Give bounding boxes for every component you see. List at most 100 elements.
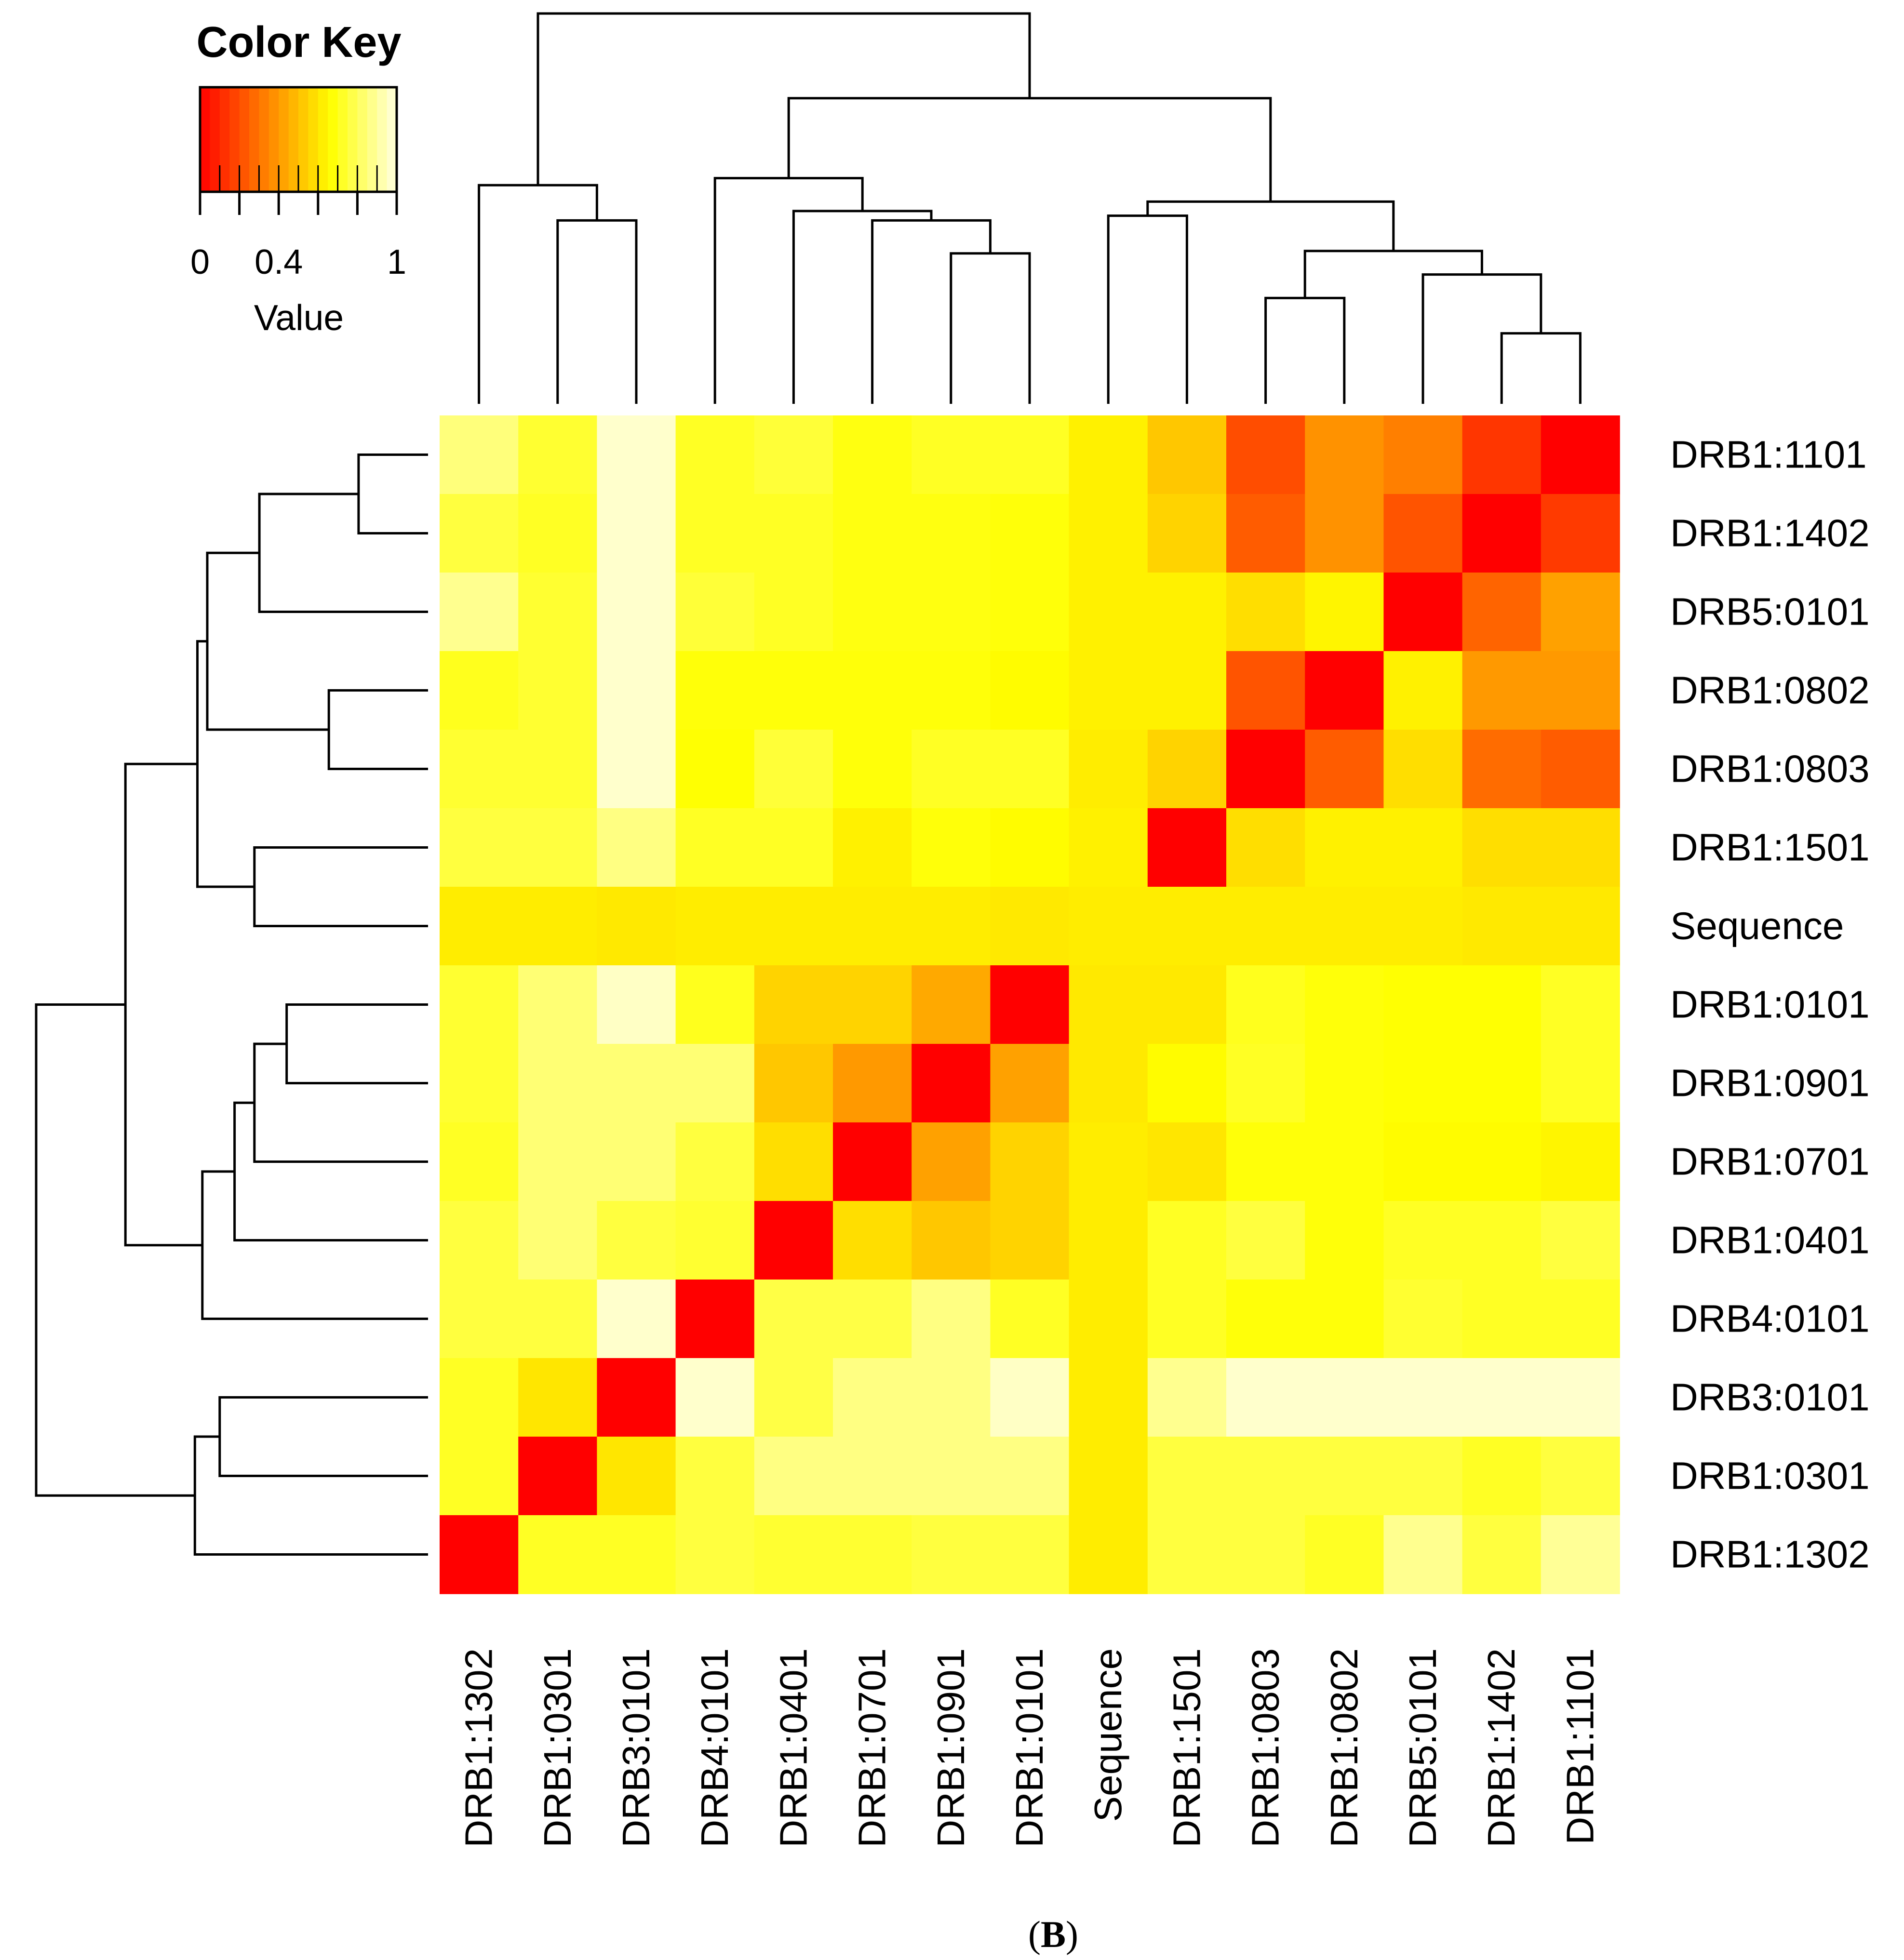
heatmap-cell-r10-c8	[1069, 1201, 1148, 1280]
heatmap-cell-r2-c6	[912, 573, 991, 652]
row-label: Sequence	[1670, 905, 1844, 947]
heatmap-cell-r2-c2	[597, 573, 676, 652]
heatmap-cell-r3-c7	[990, 651, 1070, 730]
heatmap-cell-r3-c1	[518, 651, 598, 730]
color-key-band	[268, 87, 279, 192]
heatmap-cell-r3-c11	[1305, 651, 1384, 730]
heatmap-cell-r10-c6	[912, 1201, 991, 1280]
heatmap-cell-r2-c4	[754, 573, 833, 652]
heatmap-cell-r13-c9	[1147, 1437, 1227, 1516]
heatmap-cell-r3-c14	[1541, 651, 1620, 730]
heatmap-cell-r10-c5	[833, 1201, 912, 1280]
heatmap-cell-r14-c8	[1069, 1515, 1148, 1594]
heatmap-cell-r14-c4	[754, 1515, 833, 1594]
column-label: DRB1:1101	[1558, 1648, 1601, 1845]
column-label: DRB3:0101	[615, 1648, 657, 1848]
heatmap-cell-r11-c10	[1226, 1280, 1305, 1359]
heatmap-cell-r11-c5	[833, 1280, 912, 1359]
column-dendrogram-link	[787, 97, 1272, 202]
heatmap-cell-r6-c0	[440, 887, 519, 966]
color-key-band	[288, 87, 299, 192]
color-key: Color Key 0 0.4 1 Value	[190, 18, 406, 338]
color-key-band	[200, 87, 210, 192]
heatmap-cell-r11-c9	[1147, 1280, 1227, 1359]
heatmap-cell-r7-c0	[440, 965, 519, 1044]
heatmap-cell-r11-c3	[675, 1280, 755, 1359]
column-label: DRB1:0901	[929, 1648, 972, 1848]
heatmap-cell-r13-c3	[675, 1437, 755, 1516]
heatmap-cell-r7-c12	[1383, 965, 1463, 1044]
row-label: DRB1:1402	[1670, 512, 1870, 555]
heatmap-cell-r9-c9	[1147, 1122, 1227, 1201]
color-key-band	[249, 87, 259, 192]
column-dendrogram-link	[950, 252, 1031, 404]
heatmap-cell-r14-c13	[1462, 1515, 1542, 1594]
panel-letter: B	[1041, 1913, 1066, 1955]
color-key-band	[298, 87, 308, 192]
column-label: DRB1:0101	[1008, 1648, 1051, 1848]
heatmap-cell-r8-c2	[597, 1044, 676, 1123]
heatmap-cell-r9-c5	[833, 1122, 912, 1201]
color-key-band	[308, 87, 319, 192]
heatmap-cell-r1-c14	[1541, 494, 1620, 573]
row-dendrogram-link	[258, 493, 428, 613]
heatmap-cell-r8-c3	[675, 1044, 755, 1123]
heatmap-cell-r9-c2	[597, 1122, 676, 1201]
heatmap-cell-r9-c11	[1305, 1122, 1384, 1201]
heatmap-cell-r0-c12	[1383, 415, 1463, 494]
heatmap-cell-r11-c14	[1541, 1280, 1620, 1359]
row-label: DRB1:0401	[1670, 1219, 1870, 1262]
heatmap-cell-r1-c1	[518, 494, 598, 573]
heatmap-cell-r13-c6	[912, 1437, 991, 1516]
heatmap-cell-r2-c1	[518, 573, 598, 652]
column-label: DRB1:0401	[772, 1648, 815, 1848]
heatmap-cell-r8-c6	[912, 1044, 991, 1123]
heatmap-cell-r12-c2	[597, 1358, 676, 1437]
heatmap-cell-r14-c3	[675, 1515, 755, 1594]
color-key-band	[259, 87, 269, 192]
heatmap-cell-r7-c8	[1069, 965, 1148, 1044]
heatmap-cell-r11-c4	[754, 1280, 833, 1359]
color-key-band	[328, 87, 338, 192]
heatmap-cell-r4-c6	[912, 730, 991, 809]
column-label: DRB1:1501	[1165, 1648, 1208, 1848]
heatmap-cell-r5-c7	[990, 808, 1070, 887]
row-label: DRB1:0803	[1670, 747, 1870, 790]
heatmap-cell-r10-c11	[1305, 1201, 1384, 1280]
color-key-title: Color Key	[196, 18, 401, 67]
heatmap-cell-r10-c0	[440, 1201, 519, 1280]
heatmap-cell-r8-c0	[440, 1044, 519, 1123]
heatmap-cell-r8-c14	[1541, 1044, 1620, 1123]
heatmap-cell-r8-c11	[1305, 1044, 1384, 1123]
heatmap-cell-r6-c6	[912, 887, 991, 966]
heatmap-cell-r6-c8	[1069, 887, 1148, 966]
row-dendrogram-link	[206, 551, 329, 731]
heatmap-cell-r1-c9	[1147, 494, 1227, 573]
heatmap-cell-r9-c3	[675, 1122, 755, 1201]
heatmap-cell-r12-c8	[1069, 1358, 1148, 1437]
heatmap-cell-r6-c14	[1541, 887, 1620, 966]
row-dendrogram	[35, 453, 428, 1556]
column-dendrogram-link	[478, 184, 598, 404]
heatmap-cell-r9-c0	[440, 1122, 519, 1201]
color-key-band	[357, 87, 368, 192]
row-dendrogram-link	[193, 1435, 428, 1556]
heatmap-cell-r5-c3	[675, 808, 755, 887]
heatmap-cell-r10-c1	[518, 1201, 598, 1280]
heatmap-cell-r0-c4	[754, 415, 833, 494]
heatmap-cell-r2-c14	[1541, 573, 1620, 652]
heatmap-cell-r7-c9	[1147, 965, 1227, 1044]
heatmap-cell-r4-c4	[754, 730, 833, 809]
heatmap-cell-r7-c4	[754, 965, 833, 1044]
heatmap-cell-r3-c4	[754, 651, 833, 730]
heatmap-cell-r13-c7	[990, 1437, 1070, 1516]
heatmap-cell-r0-c14	[1541, 415, 1620, 494]
color-key-axis-label: Value	[254, 297, 344, 338]
heatmap-cell-r12-c4	[754, 1358, 833, 1437]
column-label: DRB1:0301	[536, 1648, 579, 1848]
heatmap-cell-r11-c6	[912, 1280, 991, 1359]
color-key-band	[387, 87, 397, 192]
heatmap-cell-r8-c8	[1069, 1044, 1148, 1123]
color-key-tick-label: 1	[387, 243, 406, 281]
heatmap-cell-r12-c0	[440, 1358, 519, 1437]
